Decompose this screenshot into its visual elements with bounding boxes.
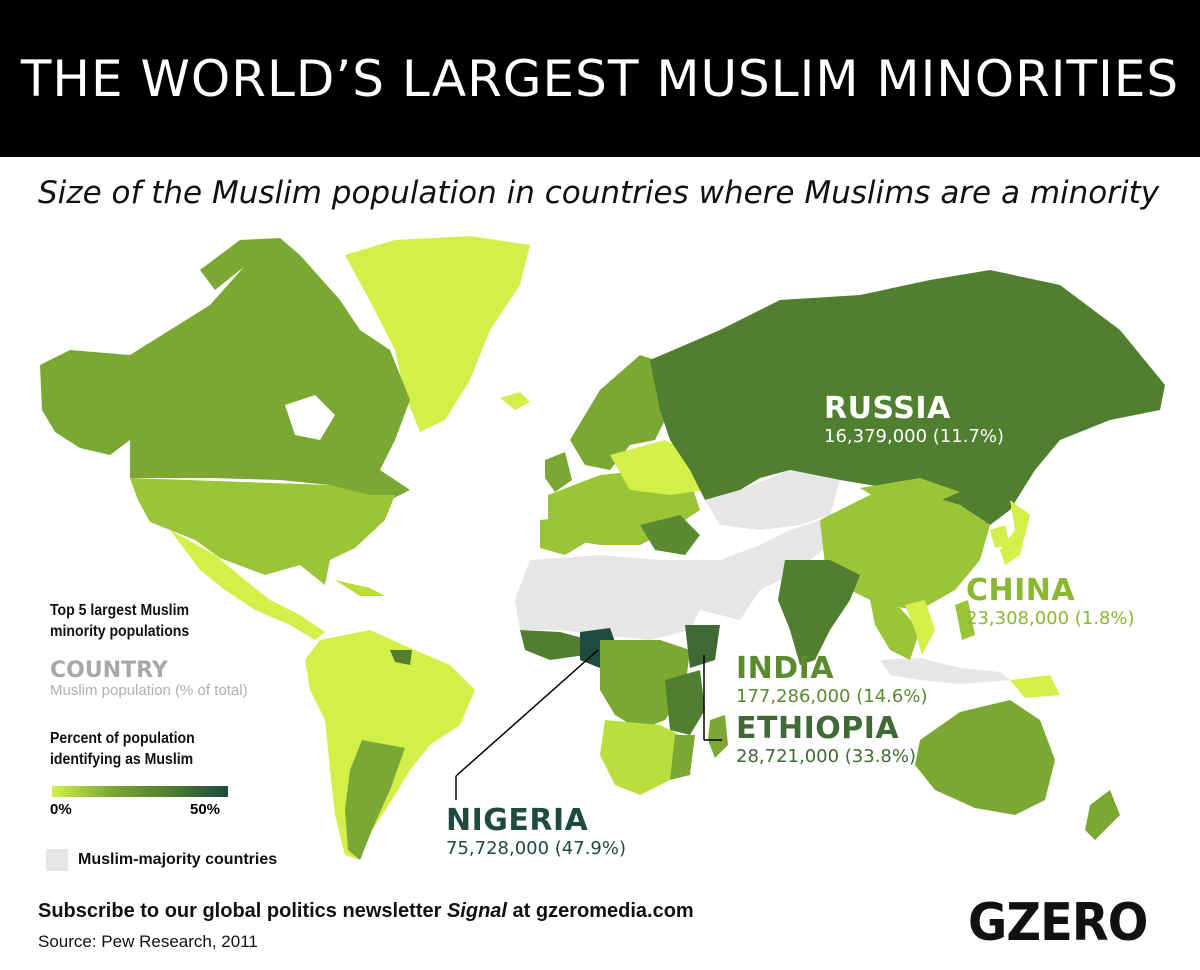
region-indonesia [880, 658, 1010, 684]
region-west-africa [520, 630, 590, 660]
region-mongolia [860, 478, 960, 505]
newsletter-prefix: Subscribe to our global politics newslet… [38, 900, 447, 922]
legend-gradient-min: 0% [50, 801, 72, 818]
region-uk [545, 452, 572, 492]
region-australia [915, 700, 1055, 815]
region-madagascar [708, 715, 728, 758]
legend-country-word: COUNTRY [50, 658, 168, 683]
region-china [820, 490, 990, 610]
region-vietnam [905, 600, 935, 655]
legend-gradient-bar [52, 786, 228, 797]
region-scandinavia [570, 355, 675, 470]
callout-china-name: CHINA [966, 573, 1076, 608]
region-arctic-islands [200, 238, 300, 290]
region-canada [130, 255, 410, 505]
callout-nigeria-value: 75,728,000 (47.9%) [446, 838, 627, 859]
region-greenland [345, 236, 530, 432]
region-southeast-asia [870, 600, 920, 660]
legend-top5-title-line2: minority populations [50, 623, 190, 640]
legend-country-sub: Muslim population (% of total) [50, 682, 248, 699]
region-korea-japan [990, 525, 1010, 548]
region-iceland [500, 392, 530, 410]
region-caribbean [335, 580, 385, 596]
region-mozambique [670, 735, 695, 780]
region-guyana [390, 650, 412, 665]
page-title: THE WORLD’S LARGEST MUSLIM MINORITIES [20, 49, 1180, 108]
region-philippines [955, 600, 975, 640]
region-hudson-bay [285, 395, 335, 440]
region-papua [1010, 675, 1060, 698]
callout-china-value: 23,308,000 (1.8%) [966, 608, 1135, 629]
callout-china: CHINA 23,308,000 (1.8%) [966, 574, 1135, 630]
legend-pct-title-line2: identifying as Muslim [50, 751, 194, 768]
region-balkans [640, 515, 700, 555]
region-argentina [345, 740, 405, 860]
callout-ethiopia: ETHIOPIA 28,721,000 (33.8%) [736, 712, 916, 768]
region-southern-africa [600, 720, 690, 795]
legend-top5-title-line1: Top 5 largest Muslim [50, 602, 189, 619]
legend-majority-swatch [46, 849, 68, 871]
region-alaska [40, 350, 130, 455]
page-subtitle: Size of the Muslim population in countri… [38, 175, 1160, 211]
legend-majority-label: Muslim-majority countries [78, 851, 278, 868]
region-north-africa-middle-east [515, 520, 830, 640]
region-india [778, 560, 860, 665]
callout-nigeria: NIGERIA 75,728,000 (47.9%) [446, 804, 626, 860]
header-banner: THE WORLD’S LARGEST MUSLIM MINORITIES [0, 0, 1200, 157]
region-new-zealand [1085, 790, 1120, 840]
region-east-africa [665, 670, 705, 735]
callout-india-value: 177,286,000 (14.6%) [736, 686, 928, 707]
newsletter-name: Signal [446, 900, 507, 922]
region-ethiopia [685, 625, 720, 668]
legend-pct-title-line1: Percent of population [50, 730, 195, 747]
gzero-logo: GZERO [968, 893, 1148, 953]
region-mexico [170, 530, 325, 640]
source-line: Source: Pew Research, 2011 [38, 932, 258, 951]
region-russia [650, 270, 1165, 525]
region-central-africa [600, 640, 690, 730]
callout-russia-value: 16,379,000 (11.7%) [824, 426, 1005, 447]
region-japan [1000, 500, 1030, 565]
newsletter-suffix: at gzeromedia.com [506, 900, 694, 922]
nigeria-leader-line [455, 649, 599, 777]
callout-ethiopia-name: ETHIOPIA [736, 711, 900, 746]
callout-russia-name: RUSSIA [824, 391, 951, 426]
region-iberia [540, 515, 590, 555]
legend-percent-title: Percent of population identifying as Mus… [50, 728, 214, 770]
newsletter-line: Subscribe to our global politics newslet… [38, 900, 694, 923]
region-central-asia [705, 470, 840, 530]
callout-india: INDIA 177,286,000 (14.6%) [736, 652, 927, 708]
callout-nigeria-name: NIGERIA [446, 803, 589, 838]
callout-russia: RUSSIA 16,379,000 (11.7%) [824, 392, 1004, 448]
callout-india-name: INDIA [736, 651, 835, 686]
region-usa [130, 478, 395, 585]
callout-ethiopia-value: 28,721,000 (33.8%) [736, 746, 917, 767]
legend-gradient-max: 50% [190, 801, 221, 818]
legend: Top 5 largest Muslim minority population… [46, 600, 310, 871]
